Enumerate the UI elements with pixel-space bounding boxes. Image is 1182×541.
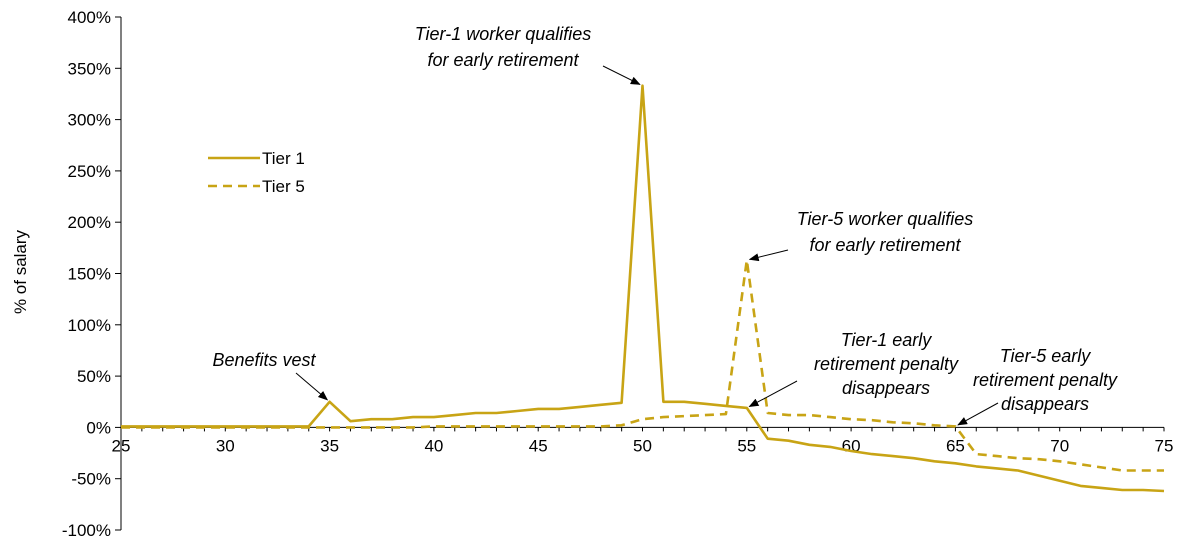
annotation-arrow (748, 249, 789, 262)
legend-label: Tier 1 (262, 149, 305, 168)
y-tick-label: 250% (68, 162, 111, 181)
legend: Tier 1 Tier 5 (208, 149, 305, 196)
annotation-text: for early retirement (809, 235, 961, 255)
x-tick-label: 75 (1155, 436, 1174, 455)
x-tick-label: 65 (946, 436, 965, 455)
y-tick-label: -50% (71, 470, 111, 489)
axes: -100% -50% 0% 50% 100% 150% 200% 250% 300% 350% 40… (62, 8, 1174, 540)
annotation-layer: Tier-1 worker qualifies for early retirem… (212, 24, 1118, 426)
y-tick-label: 300% (68, 111, 111, 130)
y-tick-label: -100% (62, 521, 111, 540)
x-tick-label: 35 (320, 436, 339, 455)
annotation-text: Tier-5 early (1000, 346, 1092, 366)
annotation-text: retirement penalty (973, 370, 1118, 390)
annotation-text: for early retirement (427, 50, 579, 70)
y-tick-label: 200% (68, 213, 111, 232)
annotation-arrow (748, 380, 798, 407)
x-tick-label: 30 (216, 436, 235, 455)
annotation-text: Tier-5 worker qualifies (797, 209, 974, 229)
y-tick-label: 50% (77, 367, 111, 386)
annotation-arrow (602, 65, 641, 85)
annotation-text: Benefits vest (212, 350, 316, 370)
x-tick-label: 50 (633, 436, 652, 455)
x-tick-label: 25 (112, 436, 131, 455)
y-tick-label: 100% (68, 316, 111, 335)
legend-label: Tier 5 (262, 177, 305, 196)
y-axis-label: % of salary (11, 229, 30, 314)
y-tick-label: 150% (68, 265, 111, 284)
x-tick-label: 55 (737, 436, 756, 455)
y-tick-label: 400% (68, 8, 111, 27)
x-tick-label: 70 (1050, 436, 1069, 455)
y-tick-label: 0% (86, 418, 111, 437)
series-line-tier-5 (121, 258, 1164, 472)
annotation-text: Tier-1 worker qualifies (415, 24, 592, 44)
y-tick-label: 350% (68, 59, 111, 78)
annotation-arrow (957, 402, 999, 426)
annotation-text: retirement penalty (814, 354, 959, 374)
x-tick-label: 45 (529, 436, 548, 455)
series-layer (121, 84, 1165, 493)
x-tick-label: 40 (424, 436, 443, 455)
annotation-arrow (295, 372, 329, 401)
annotation-text: disappears (842, 378, 930, 398)
annotation-text: Tier-1 early (841, 330, 933, 350)
annotation-text: disappears (1001, 394, 1089, 414)
